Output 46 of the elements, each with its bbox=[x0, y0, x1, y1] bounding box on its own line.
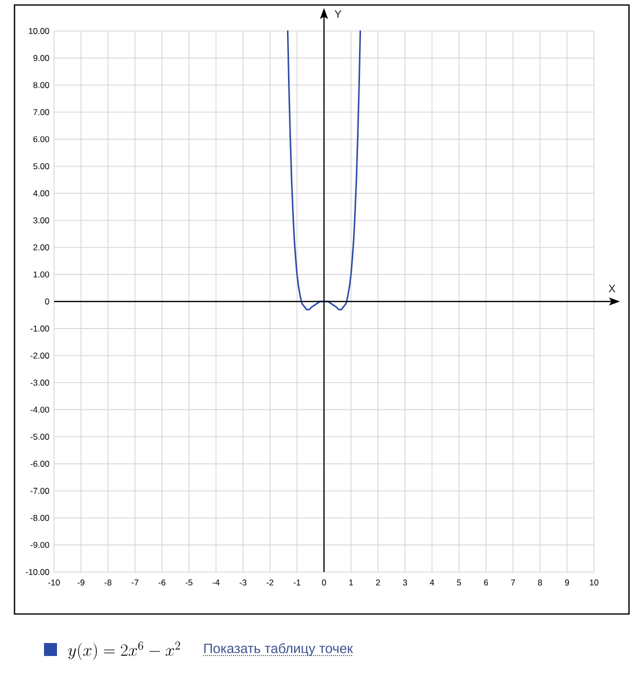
x-tick-label: 0 bbox=[322, 580, 326, 586]
x-tick-label: -1 bbox=[294, 580, 300, 586]
x-tick-label: 2 bbox=[376, 580, 380, 586]
y-tick-label: 7.00 bbox=[33, 109, 50, 116]
y-axis-title: Y bbox=[334, 10, 342, 18]
y-tick-label: 2.00 bbox=[33, 244, 50, 250]
x-tick-label: 1 bbox=[349, 580, 353, 586]
x-tick-label: -6 bbox=[158, 580, 166, 586]
y-tick-label: -10.00 bbox=[26, 569, 50, 575]
y-tick-label: 8.00 bbox=[33, 82, 50, 88]
x-tick-label: 4 bbox=[430, 580, 434, 586]
x-tick-label: 3 bbox=[402, 580, 407, 586]
y-tick-label: 6.00 bbox=[33, 136, 50, 142]
x-tick-label: -7 bbox=[132, 580, 138, 586]
x-tick-label: 6 bbox=[484, 580, 488, 586]
y-tick-label: 3.00 bbox=[33, 217, 50, 224]
y-tick-label: 1.00 bbox=[34, 271, 50, 278]
y-tick-label: -3.00 bbox=[30, 380, 50, 386]
y-tick-label: 10.00 bbox=[28, 28, 50, 34]
x-tick-label: 8 bbox=[538, 580, 542, 586]
x-tick-label: -8 bbox=[104, 580, 112, 586]
text: Показать таблицу точек bbox=[204, 643, 353, 656]
y-tick-label: 4.00 bbox=[33, 190, 50, 196]
x-axis-title: X bbox=[608, 284, 616, 292]
y-tick-label: -1.00 bbox=[30, 326, 50, 332]
y-tick-label: -5.00 bbox=[30, 434, 50, 440]
y-tick-label: -9.00 bbox=[30, 542, 50, 548]
x-tick-label: 9 bbox=[565, 580, 569, 586]
x-tick-label: -4 bbox=[212, 580, 220, 586]
y-tick-label: -8.00 bbox=[30, 514, 50, 521]
x-tick-label: -5 bbox=[186, 580, 192, 586]
y-tick-label: -4.00 bbox=[30, 406, 50, 413]
y-tick-label: -6.00 bbox=[30, 460, 50, 467]
x-tick-label: 5 bbox=[456, 580, 462, 586]
y-tick-label: 9.00 bbox=[33, 55, 50, 62]
x-tick-label: 7 bbox=[511, 580, 515, 586]
y-tick-label: -7.00 bbox=[30, 488, 50, 494]
x-tick-label: -2 bbox=[266, 580, 274, 586]
legend-label: $y(x) = 2x^{6} - x^{2}$ bbox=[68, 642, 180, 660]
x-tick-label: 10 bbox=[590, 580, 598, 586]
x-tick-label: -9 bbox=[78, 580, 84, 586]
x-tick-label: -3 bbox=[240, 580, 246, 586]
y-tick-label: 0 bbox=[45, 298, 50, 304]
y-tick-label: 5.00 bbox=[33, 163, 50, 170]
x-tick-label: -10 bbox=[48, 580, 60, 586]
y-tick-label: -2.00 bbox=[30, 352, 50, 359]
